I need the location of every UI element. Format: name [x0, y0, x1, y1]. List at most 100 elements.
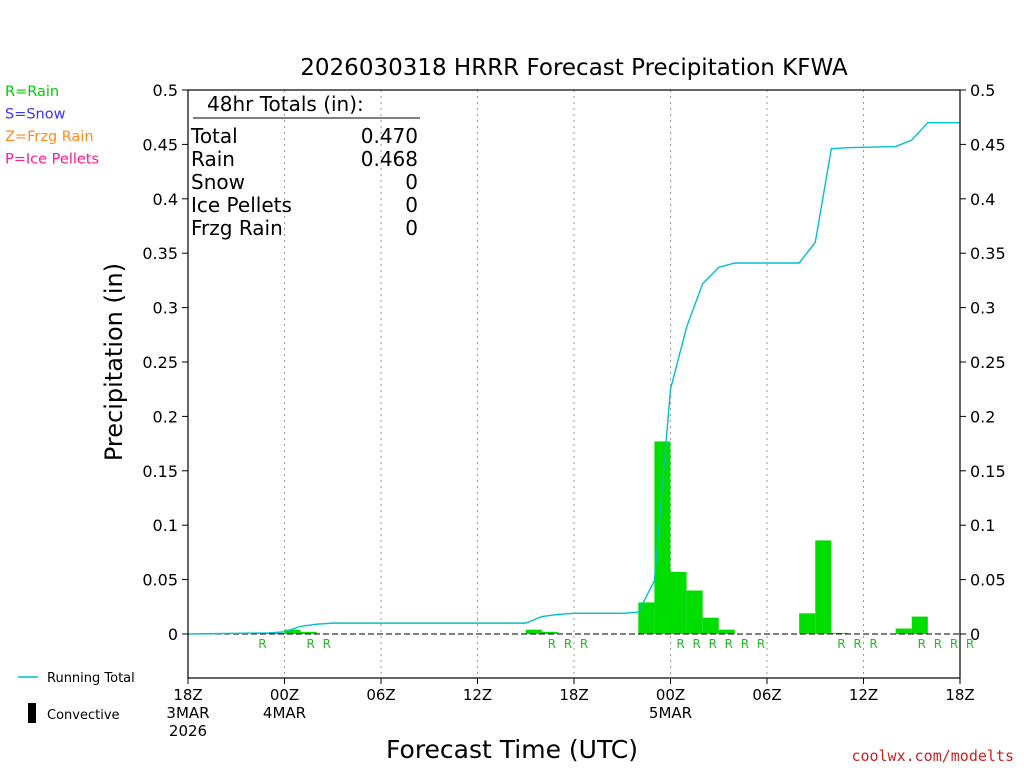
precip-type-marker: R: [306, 637, 314, 651]
precip-type-marker: R: [258, 637, 266, 651]
precip-type-marker: R: [757, 637, 765, 651]
precip-bar: [686, 590, 703, 634]
x-tick-label: 06Z: [752, 686, 781, 704]
y-tick-label: 0.05: [970, 571, 1006, 590]
chart-title: 2026030318 HRRR Forecast Precipitation K…: [300, 55, 848, 81]
y-tick-label: 0.05: [142, 571, 178, 590]
precip-type-marker: R: [564, 637, 572, 651]
precip-type-marker: R: [950, 637, 958, 651]
x-tick-label: 4MAR: [263, 704, 306, 722]
precip-type-marker: R: [725, 637, 733, 651]
precip-type-marker: R: [676, 637, 684, 651]
series-legend: Running Total Convective: [18, 671, 135, 723]
y-tick-label: 0.2: [970, 407, 995, 426]
precip-bar: [911, 616, 928, 634]
precip-type-marker: R: [580, 637, 588, 651]
precip-bar: [638, 602, 655, 634]
totals-row-label: Rain: [191, 147, 235, 171]
precip-type-legend-item: Z=Frzg Rain: [5, 129, 94, 145]
x-tick-label: 3MAR: [166, 704, 209, 722]
precip-bar: [831, 632, 848, 634]
precip-bar: [895, 628, 912, 634]
y-tick-label: 0: [168, 625, 178, 644]
convective-swatch: [28, 703, 36, 723]
x-tick-label: 12Z: [463, 686, 492, 704]
precip-bar: [654, 441, 671, 634]
x-axis-label: Forecast Time (UTC): [386, 735, 638, 764]
y-tick-label: 0.3: [970, 299, 995, 318]
y-tick-label: 0.3: [153, 299, 178, 318]
x-tick-label: 18Z: [559, 686, 588, 704]
precip-bar: [284, 629, 301, 634]
y-tick-label: 0.25: [970, 353, 1006, 372]
totals-row-label: Frzg Rain: [191, 216, 283, 240]
precip-bar: [702, 617, 719, 634]
y-tick-label: 0.1: [153, 516, 178, 535]
precip-bar: [799, 613, 816, 634]
precip-type-marker: R: [323, 637, 331, 651]
precip-bar: [718, 629, 735, 634]
totals-row-value: 0: [405, 193, 418, 217]
x-tick-label: 12Z: [849, 686, 878, 704]
y-tick-label: 0.15: [142, 462, 178, 481]
y-tick-label: 0.2: [153, 407, 178, 426]
x-tick-label: 00Z: [656, 686, 685, 704]
x-tick-label: 2026: [169, 722, 207, 740]
x-tick-label: 18Z: [173, 686, 202, 704]
legend-convective: Convective: [47, 708, 120, 723]
totals-row-label: Snow: [191, 170, 245, 194]
precip-type-legend-item: R=Rain: [5, 84, 59, 100]
y-tick-label: 0.5: [153, 81, 178, 100]
totals-row-label: Ice Pellets: [191, 193, 292, 217]
precip-type-marker: R: [741, 637, 749, 651]
y-tick-label: 0.35: [970, 244, 1006, 263]
precip-bar: [670, 571, 687, 634]
legend-running-total: Running Total: [47, 671, 135, 686]
precip-type-legend-item: S=Snow: [5, 107, 66, 123]
x-tick-label: 00Z: [270, 686, 299, 704]
totals-row-value: 0.470: [361, 124, 418, 148]
grid-lines: [284, 90, 864, 678]
precip-type-marker: R: [869, 637, 877, 651]
y-tick-label: 0.45: [142, 135, 178, 154]
precip-bar: [268, 632, 285, 634]
y-tick-label: 0.45: [970, 135, 1006, 154]
totals-row-label: Total: [190, 124, 238, 148]
precip-type-marker: R: [853, 637, 861, 651]
totals-row-value: 0.468: [361, 147, 418, 171]
y-axis-label: Precipitation (in): [100, 263, 128, 461]
y-tick-label: 0.35: [142, 244, 178, 263]
x-tick-label: 5MAR: [649, 704, 692, 722]
totals-header: 48hr Totals (in):: [207, 92, 364, 116]
precip-bar: [525, 629, 542, 634]
x-tick-label: 18Z: [945, 686, 974, 704]
y-tick-label: 0: [970, 625, 980, 644]
y-tick-label: 0.4: [153, 190, 178, 209]
running-total-line: [187, 121, 960, 635]
precip-bars: [252, 441, 928, 634]
precip-bar: [815, 540, 832, 634]
totals-row-value: 0: [405, 170, 418, 194]
precip-type-marker: R: [918, 637, 926, 651]
precip-type-marker: R: [934, 637, 942, 651]
precip-type-legend-item: P=Ice Pellets: [5, 152, 99, 168]
x-tick-label: 06Z: [366, 686, 395, 704]
precip-type-marker: R: [837, 637, 845, 651]
y-axis-left: 0 0.05 0.1 0.15 0.2 0.25 0.3 0.35 0.4 0.45 0.5: [142, 81, 188, 644]
precip-type-marker: R: [692, 637, 700, 651]
precip-type-marker: R: [709, 637, 717, 651]
y-tick-label: 0.4: [970, 190, 995, 209]
precip-bar: [541, 631, 558, 634]
precip-bar: [300, 631, 317, 634]
y-tick-label: 0.15: [970, 462, 1006, 481]
precip-type-marker: R: [548, 637, 556, 651]
watermark: coolwx.com/modelts: [851, 747, 1014, 765]
totals-box: 48hr Totals (in): Total 0.470 Rain 0.468 Sno…: [190, 92, 420, 240]
totals-row-value: 0: [405, 216, 418, 240]
y-tick-label: 0.1: [970, 516, 995, 535]
y-axis-right: 0 0.05 0.1 0.15 0.2 0.25 0.3 0.35 0.4 0.45 0.5: [960, 81, 1006, 644]
precip-type-marker: R: [966, 637, 974, 651]
